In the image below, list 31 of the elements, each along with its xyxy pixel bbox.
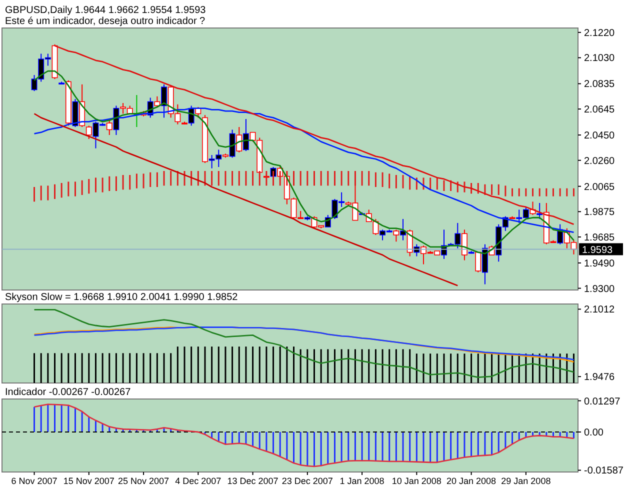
x-tick-label: 15 Nov 2007 <box>63 476 114 486</box>
x-tick-label: 23 Dec 2007 <box>282 476 333 486</box>
y-tick-label: 2.0835 <box>584 79 616 90</box>
y-tick-label: 2.1030 <box>584 53 616 64</box>
y-tick-label: 0.00 <box>584 428 604 439</box>
y-tick-label: 1.9476 <box>584 372 616 384</box>
x-tick-label: 1 Jan 2008 <box>340 476 384 486</box>
ref-line-label: 1.9593 <box>582 245 614 256</box>
y-tick-label: 2.1220 <box>584 28 616 39</box>
y-tick-label: 2.0450 <box>584 130 616 142</box>
x-tick-label: 29 Jan 2008 <box>501 476 551 486</box>
chart-title: Indicador -0.00267 -0.00267 <box>5 387 132 398</box>
y-tick-label: -0.01587 <box>584 466 624 477</box>
x-tick-label: 25 Nov 2007 <box>118 476 170 486</box>
y-tick-label: 1.9875 <box>584 207 616 218</box>
y-tick-label: 0.01297 <box>584 396 621 408</box>
x-tick-label: 20 Jan 2008 <box>446 476 496 486</box>
x-tick-label: 13 Dec 2007 <box>227 476 278 486</box>
x-tick-label: 4 Dec 2007 <box>175 476 222 486</box>
y-tick-label: 1.9685 <box>584 232 616 244</box>
chart-title: Skyson Slow = 1.9668 1.9910 2.0041 1.9990 1.9852 <box>5 292 238 303</box>
y-tick-label: 1.9300 <box>584 284 616 295</box>
chart-subtitle: Este é um indicador, deseja outro indicador ? <box>5 16 206 27</box>
y-tick-label: 1.9490 <box>584 258 616 270</box>
y-tick-label: 2.0260 <box>584 156 616 167</box>
y-tick-label: 2.1012 <box>584 304 616 316</box>
x-tick-label: 6 Nov 2007 <box>11 476 58 486</box>
chart-title: GBPUSD,Daily 1.9644 1.9662 1.9554 1.9593 <box>5 5 206 16</box>
y-tick-label: 2.0065 <box>584 182 616 193</box>
x-tick-label: 10 Jan 2008 <box>392 476 442 486</box>
y-tick-label: 2.0645 <box>584 104 616 116</box>
